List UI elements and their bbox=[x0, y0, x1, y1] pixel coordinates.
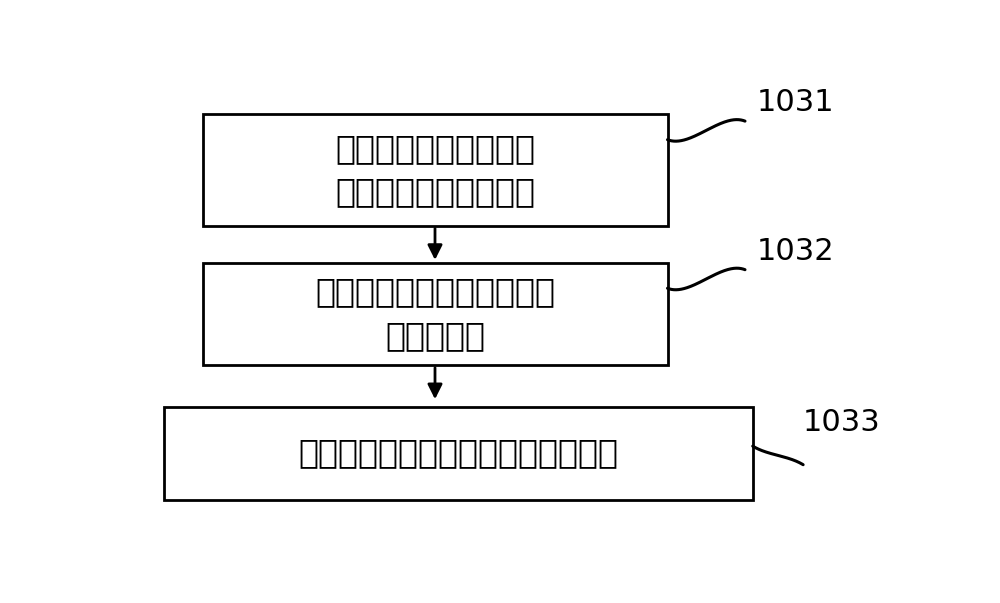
Bar bbox=[202, 114, 668, 226]
Text: 1033: 1033 bbox=[803, 408, 881, 437]
Text: 在反射标记的位置中获取圆形的圆心: 在反射标记的位置中获取圆形的圆心 bbox=[298, 437, 618, 470]
Text: 查找反射率满足预设条件的
点云数据点: 查找反射率满足预设条件的 点云数据点 bbox=[315, 276, 555, 352]
Text: 1031: 1031 bbox=[757, 88, 834, 117]
Bar bbox=[202, 263, 668, 365]
Bar bbox=[164, 406, 753, 499]
Text: 在房建模型中获取待测
区域墙体的点云数据点: 在房建模型中获取待测 区域墙体的点云数据点 bbox=[335, 131, 535, 208]
Text: 1032: 1032 bbox=[757, 236, 834, 265]
